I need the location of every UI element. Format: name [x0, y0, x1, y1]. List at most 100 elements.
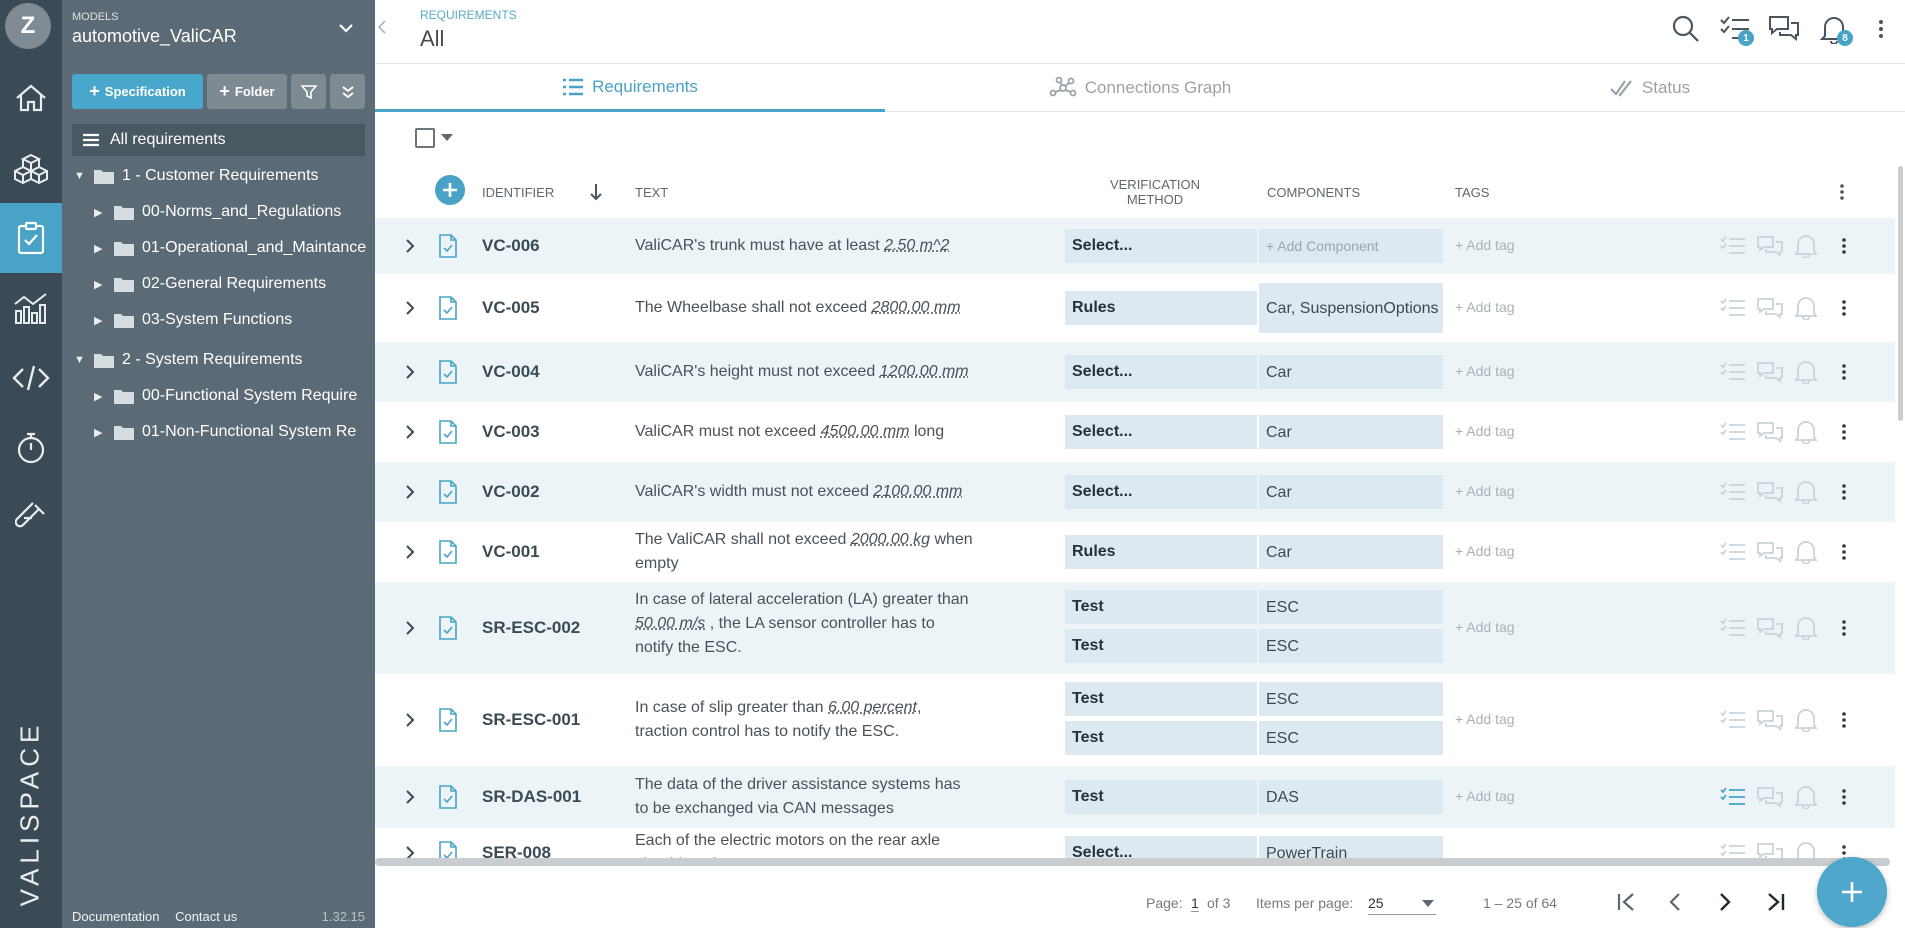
cubes-icon[interactable] — [0, 133, 62, 203]
caret-down-icon[interactable]: ▼ — [74, 354, 85, 366]
caret-down-icon[interactable]: ▼ — [74, 170, 85, 182]
verification-method-select[interactable]: Test — [1065, 721, 1257, 755]
discussions-icon[interactable] — [1756, 617, 1784, 644]
row-options-icon[interactable] — [1842, 712, 1846, 733]
discussions-icon[interactable] — [1756, 481, 1784, 508]
requirement-text[interactable]: The ValiCAR shall not exceed 2000.00 kg … — [635, 531, 973, 572]
notifications-icon[interactable] — [1794, 616, 1818, 645]
tasks-icon[interactable] — [1720, 710, 1746, 735]
add-tag-link[interactable]: + Add tag — [1455, 788, 1515, 804]
table-row[interactable]: VC-006 ValiCAR's trunk must have at least… — [375, 218, 1895, 274]
tasks-icon[interactable] — [1720, 843, 1746, 858]
expand-row-icon[interactable] — [405, 238, 415, 254]
component-field[interactable]: Car — [1259, 475, 1443, 509]
component-field[interactable]: Car, SuspensionOptions — [1259, 283, 1443, 333]
verification-method-select[interactable]: Test — [1065, 682, 1257, 716]
tab-status[interactable]: Status — [1395, 64, 1905, 112]
vertical-scrollbar[interactable] — [1898, 166, 1903, 421]
tasks-icon[interactable]: 1 — [1718, 12, 1754, 46]
component-field[interactable]: ESC — [1259, 721, 1443, 755]
requirement-identifier[interactable]: VC-006 — [482, 236, 540, 255]
previous-page-icon[interactable] — [1667, 891, 1683, 916]
requirements-icon[interactable] — [0, 203, 62, 273]
expand-row-icon[interactable] — [405, 789, 415, 805]
discussions-icon[interactable] — [1756, 297, 1784, 324]
caret-right-icon[interactable]: ▶ — [94, 242, 103, 255]
table-row[interactable]: VC-002 ValiCAR's width must not exceed 21… — [375, 462, 1895, 522]
chevron-down-icon[interactable] — [338, 20, 354, 38]
add-folder-button[interactable]: + Folder — [207, 74, 287, 109]
discussions-icon[interactable] — [1756, 421, 1784, 448]
tasks-icon[interactable] — [1720, 236, 1746, 261]
requirement-identifier[interactable]: SR-DAS-001 — [482, 787, 582, 806]
discussions-icon[interactable] — [1767, 12, 1801, 46]
verification-method-select[interactable]: Select... — [1065, 475, 1257, 509]
next-page-icon[interactable] — [1717, 891, 1733, 916]
expand-row-icon[interactable] — [405, 484, 415, 500]
requirement-identifier[interactable]: VC-004 — [482, 362, 540, 381]
notifications-icon[interactable] — [1794, 708, 1818, 737]
user-avatar[interactable]: Z — [5, 3, 51, 49]
component-field[interactable]: + Add Component — [1259, 229, 1443, 263]
tasks-icon[interactable] — [1720, 298, 1746, 323]
test-tube-icon[interactable] — [0, 483, 62, 553]
caret-right-icon[interactable]: ▶ — [94, 206, 103, 219]
verification-method-select[interactable]: Rules — [1065, 291, 1257, 325]
row-options-icon[interactable] — [1842, 789, 1846, 810]
component-field[interactable]: ESC — [1259, 629, 1443, 663]
requirement-text[interactable]: The Wheelbase shall not exceed 2800.00 m… — [635, 299, 961, 316]
verification-method-select[interactable]: Select... — [1065, 415, 1257, 449]
tree-node-operational[interactable]: ▶ 01-Operational_and_Maintance — [94, 239, 367, 256]
filter-button[interactable] — [291, 74, 326, 109]
requirement-text[interactable]: ValiCAR's trunk must have at least 2.50 … — [635, 237, 950, 254]
tree-node-non-functional[interactable]: ▶ 01-Non-Functional System Re — [94, 423, 357, 440]
requirement-text[interactable]: ValiCAR must not exceed 4500.00 mm long — [635, 423, 945, 440]
column-options-icon[interactable] — [1840, 166, 1844, 218]
requirement-text[interactable]: In case of lateral acceleration (LA) gre… — [635, 591, 969, 656]
expand-row-icon[interactable] — [405, 620, 415, 636]
select-all-control[interactable] — [415, 128, 453, 148]
requirement-text[interactable]: ValiCAR's width must not exceed 2100.00 … — [635, 483, 963, 500]
requirement-identifier[interactable]: SR-ESC-002 — [482, 618, 581, 637]
row-options-icon[interactable] — [1842, 544, 1846, 565]
tree-node-norms[interactable]: ▶ 00-Norms_and_Regulations — [94, 203, 342, 220]
expand-row-icon[interactable] — [405, 845, 415, 858]
requirement-identifier[interactable]: VC-002 — [482, 482, 540, 501]
col-components[interactable]: COMPONENTS — [1267, 184, 1361, 200]
search-icon[interactable] — [1669, 12, 1703, 46]
contact-link[interactable]: Contact us — [175, 909, 238, 924]
tasks-icon[interactable] — [1720, 422, 1746, 447]
notifications-icon[interactable] — [1794, 296, 1818, 325]
collapse-panel-icon[interactable] — [377, 20, 386, 37]
notifications-icon[interactable] — [1794, 841, 1818, 858]
requirement-text[interactable]: In case of slip greater than 6.00 percen… — [635, 699, 922, 740]
table-row[interactable]: VC-003 ValiCAR must not exceed 4500.00 mm… — [375, 402, 1895, 462]
row-options-icon[interactable] — [1842, 364, 1846, 385]
discussions-icon[interactable] — [1756, 786, 1784, 813]
requirement-identifier[interactable]: SER-008 — [482, 843, 551, 858]
timer-icon[interactable] — [0, 413, 62, 483]
tree-node-customer-requirements[interactable]: ▼ 1 - Customer Requirements — [74, 167, 319, 184]
add-tag-link[interactable]: + Add tag — [1455, 711, 1515, 727]
col-tags[interactable]: TAGS — [1455, 184, 1490, 200]
notifications-icon[interactable] — [1794, 540, 1818, 569]
table-row[interactable]: SER-008 Each of the electric motors on th… — [375, 828, 1895, 858]
discussions-icon[interactable] — [1756, 709, 1784, 736]
notifications-icon[interactable] — [1794, 480, 1818, 509]
discussions-icon[interactable] — [1756, 842, 1784, 858]
discussions-icon[interactable] — [1756, 541, 1784, 568]
component-field[interactable]: ESC — [1259, 590, 1443, 624]
requirement-text[interactable]: ValiCAR's height must not exceed 1200.00… — [635, 363, 969, 380]
row-options-icon[interactable] — [1842, 484, 1846, 505]
row-options-icon[interactable] — [1842, 300, 1846, 321]
expand-row-icon[interactable] — [405, 364, 415, 380]
tree-node-functional[interactable]: ▶ 00-Functional System Require — [94, 387, 358, 404]
home-icon[interactable] — [0, 63, 62, 133]
tab-requirements[interactable]: Requirements — [375, 64, 885, 112]
table-row[interactable]: VC-001 The ValiCAR shall not exceed 2000.… — [375, 522, 1895, 582]
add-requirement-button[interactable] — [435, 175, 465, 205]
valued-property[interactable]: 4500.00 mm — [820, 423, 910, 440]
row-options-icon[interactable] — [1842, 424, 1846, 445]
tasks-icon[interactable] — [1720, 618, 1746, 643]
add-tag-link[interactable]: + Add tag — [1455, 237, 1515, 253]
